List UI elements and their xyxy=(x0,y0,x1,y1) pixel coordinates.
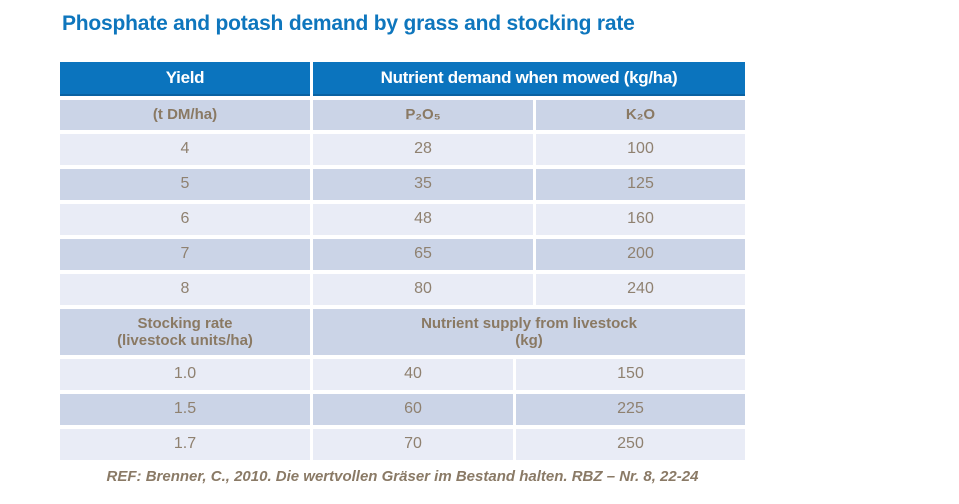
nutrient-supply-header-cell: Nutrient supply from livestock (kg) xyxy=(313,309,745,355)
table-cell: 8 xyxy=(60,274,310,305)
table-cell: 100 xyxy=(536,134,745,165)
table-cell: 1.0 xyxy=(60,359,310,390)
k2o-header-cell: K₂O xyxy=(536,100,745,130)
table-cell: 70 xyxy=(313,429,513,460)
stocking-rate-header-line1: Stocking rate xyxy=(137,314,233,332)
stocking-rate-header-cell: Stocking rate (livestock units/ha) xyxy=(60,309,310,355)
table-cell: 7 xyxy=(60,239,310,270)
table-section-mowing: Yield Nutrient demand when mowed (kg/ha)… xyxy=(60,62,745,305)
table-cell: 240 xyxy=(536,274,745,305)
table-cell: 48 xyxy=(313,204,533,235)
table-cell: 160 xyxy=(536,204,745,235)
page-title: Phosphate and potash demand by grass and… xyxy=(62,12,635,35)
table-cell: 125 xyxy=(536,169,745,200)
table-cell: 250 xyxy=(516,429,745,460)
unit-header-cell: (t DM/ha) xyxy=(60,100,310,130)
reference-citation: REF: Brenner, C., 2010. Die wertvollen G… xyxy=(106,468,699,485)
table-cell: 80 xyxy=(313,274,533,305)
table-cell: 1.7 xyxy=(60,429,310,460)
table-cell: 150 xyxy=(516,359,745,390)
p2o5-header-cell: P₂O₅ xyxy=(313,100,533,130)
table-cell: 5 xyxy=(60,169,310,200)
nutrient-supply-header-line1: Nutrient supply from livestock xyxy=(421,314,637,332)
table-cell: 65 xyxy=(313,239,533,270)
stocking-rate-header-line2: (livestock units/ha) xyxy=(117,332,253,349)
table-cell: 1.5 xyxy=(60,394,310,425)
table-cell: 35 xyxy=(313,169,533,200)
table-cell: 28 xyxy=(313,134,533,165)
table-cell: 225 xyxy=(516,394,745,425)
yield-header-cell: Yield xyxy=(60,62,310,96)
table-cell: 6 xyxy=(60,204,310,235)
table-cell: 200 xyxy=(536,239,745,270)
data-table: Yield Nutrient demand when mowed (kg/ha)… xyxy=(60,62,745,460)
nutrient-demand-header-cell: Nutrient demand when mowed (kg/ha) xyxy=(313,62,745,96)
table-cell: 40 xyxy=(313,359,513,390)
nutrient-supply-header-line2: (kg) xyxy=(515,332,543,349)
table-cell: 60 xyxy=(313,394,513,425)
table-section-livestock: Stocking rate (livestock units/ha) Nutri… xyxy=(60,309,745,460)
table-cell: 4 xyxy=(60,134,310,165)
